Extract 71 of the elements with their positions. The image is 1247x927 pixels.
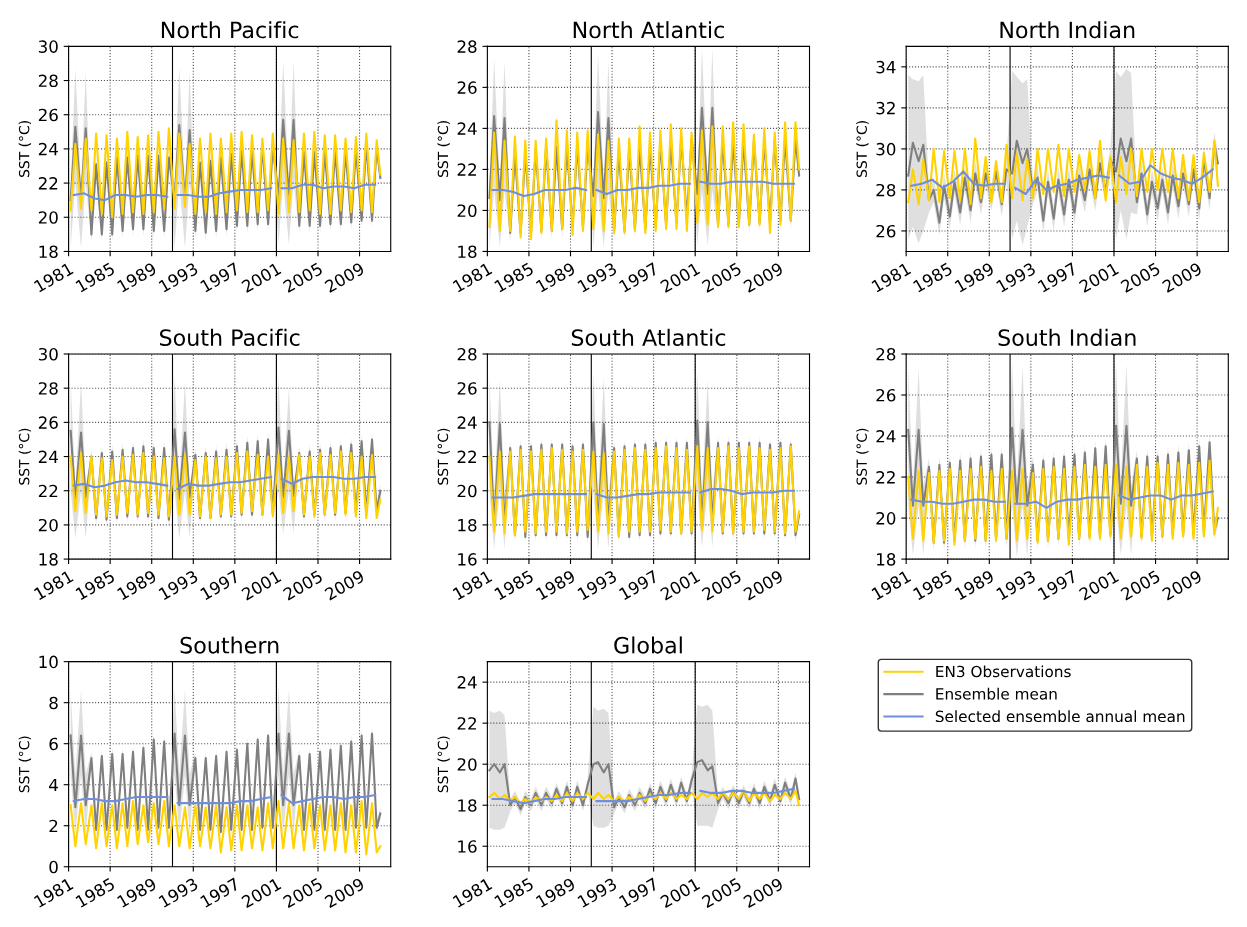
legend-label: EN3 Observations: [936, 665, 1071, 678]
y-tick-label: 28: [457, 40, 477, 53]
y-axis-title: SST (°C): [437, 428, 450, 485]
y-axis-title: SST (°C): [856, 428, 869, 485]
chart-title: North Atlantic: [573, 21, 724, 39]
y-tick-label: 22: [457, 450, 476, 463]
y-tick-label: 20: [876, 512, 896, 525]
y-tick-label: 28: [38, 382, 58, 395]
y-tick-label: 26: [876, 224, 896, 238]
x-tick-label: 1981: [452, 262, 493, 293]
y-tick-label: 22: [457, 163, 476, 176]
y-tick-label: 18: [39, 553, 58, 566]
chart-title: South Atlantic: [571, 328, 726, 346]
y-tick-label: 26: [457, 81, 477, 94]
y-tick-label: 22: [457, 717, 476, 730]
y-axis-title: SST (°C): [437, 121, 450, 177]
x-tick-label: 1981: [33, 262, 74, 293]
y-tick-label: 18: [39, 245, 58, 259]
y-tick-label: 4: [49, 778, 58, 792]
y-tick-label: 26: [876, 388, 896, 402]
chart-title: North Pacific: [161, 21, 299, 39]
y-tick-label: 24: [457, 416, 477, 429]
y-tick-label: 10: [39, 655, 58, 669]
y-tick-label: 30: [876, 142, 896, 156]
legend-label: Ensemble mean: [936, 687, 1057, 700]
y-tick-label: 6: [49, 737, 58, 751]
chart-title: North Indian: [1000, 21, 1135, 39]
y-axis-title: SST (°C): [18, 428, 32, 485]
y-tick-label: 28: [876, 183, 896, 197]
y-tick-label: 30: [38, 40, 58, 53]
y-tick-label: 20: [457, 758, 477, 771]
chart-title: South Pacific: [159, 328, 300, 346]
y-tick-label: 20: [457, 204, 477, 217]
y-tick-label: 22: [38, 484, 58, 498]
y-tick-label: 2: [49, 819, 58, 833]
y-axis-title: SST (°C): [18, 121, 32, 177]
y-tick-label: 28: [876, 347, 896, 361]
y-tick-label: 24: [876, 430, 896, 443]
y-tick-label: 20: [457, 484, 477, 498]
y-tick-label: 28: [457, 347, 477, 361]
chart-title: South Indian: [998, 328, 1136, 346]
y-tick-label: 20: [38, 211, 58, 224]
y-tick-label: 0: [49, 860, 58, 874]
y-tick-label: 18: [458, 518, 477, 532]
y-axis-title: SST (°C): [18, 736, 32, 793]
y-tick-label: 20: [38, 518, 58, 532]
y-tick-label: 26: [38, 108, 58, 122]
chart-title: Southern: [180, 636, 279, 654]
y-tick-label: 8: [49, 696, 58, 710]
y-tick-label: 22: [38, 177, 58, 190]
y-tick-label: 26: [457, 382, 477, 395]
y-tick-label: 24: [457, 122, 477, 135]
y-tick-label: 16: [458, 553, 477, 566]
y-tick-label: 22: [876, 471, 895, 484]
y-tick-label: 24: [38, 142, 58, 156]
y-axis-title: SST (°C): [856, 121, 869, 177]
y-axis-title: SST (°C): [437, 736, 450, 793]
y-tick-label: 26: [38, 416, 58, 429]
y-tick-label: 16: [458, 840, 477, 853]
y-tick-label: 30: [38, 347, 58, 361]
y-tick-label: 28: [38, 74, 58, 88]
y-tick-label: 18: [458, 799, 477, 812]
x-tick-label: 1981: [871, 262, 912, 293]
y-tick-label: 32: [876, 101, 895, 115]
y-tick-label: 18: [877, 553, 896, 566]
y-tick-label: 18: [458, 245, 477, 259]
y-tick-label: 34: [876, 60, 896, 74]
chart-title: Global: [614, 636, 682, 654]
y-tick-label: 24: [38, 450, 58, 463]
legend-label: Selected ensemble annual mean: [935, 710, 1185, 723]
y-tick-label: 24: [457, 676, 477, 689]
